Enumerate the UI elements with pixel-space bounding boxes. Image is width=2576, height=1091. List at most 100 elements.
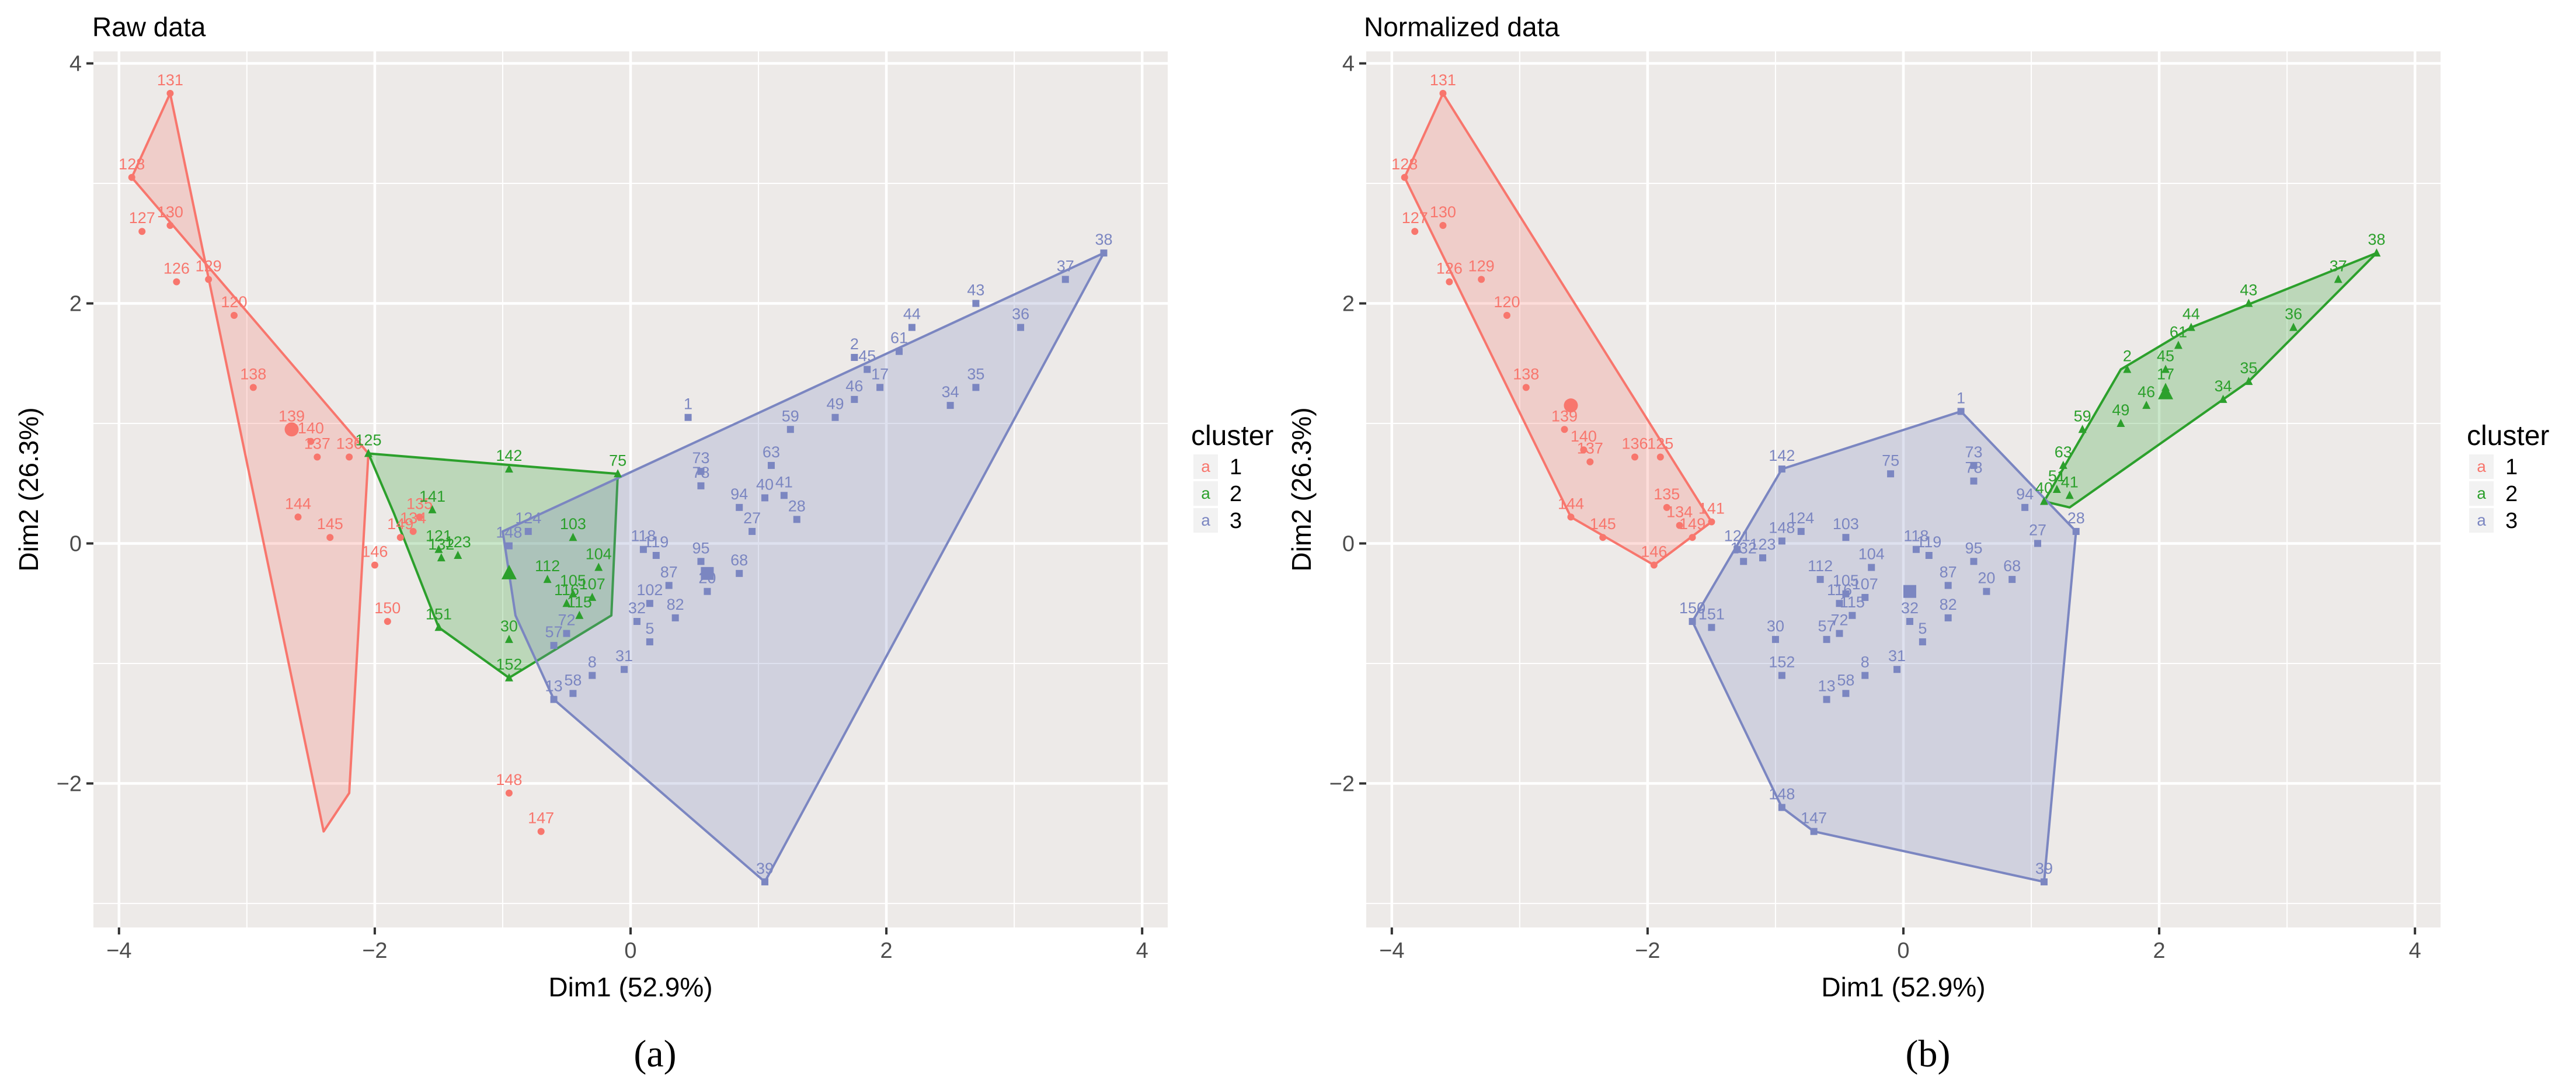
point-label: 116 xyxy=(554,581,579,599)
x-tick-label: 2 xyxy=(2153,939,2166,963)
point-label: 142 xyxy=(1769,447,1795,464)
point-label: 94 xyxy=(730,485,748,503)
point-label: 146 xyxy=(1641,543,1667,560)
data-point xyxy=(562,599,571,607)
point-label: 27 xyxy=(743,509,761,527)
data-point xyxy=(1823,696,1830,703)
data-point xyxy=(652,552,660,560)
point-label: 13 xyxy=(1818,677,1836,695)
point-label: 136 xyxy=(1621,435,1648,453)
chart-title: Raw data xyxy=(92,12,206,42)
data-point xyxy=(896,348,903,355)
data-point xyxy=(1663,503,1670,511)
point-label: 82 xyxy=(667,596,684,613)
data-point xyxy=(1983,588,1990,595)
point-label: 34 xyxy=(2215,377,2232,395)
x-axis-label: Dim1 (52.9%) xyxy=(548,972,712,1002)
data-point xyxy=(1970,461,1978,469)
data-point xyxy=(697,468,705,475)
point-label: 124 xyxy=(515,509,541,527)
point-label: 127 xyxy=(1402,209,1428,227)
data-point xyxy=(614,469,622,478)
data-point xyxy=(589,672,596,679)
data-point xyxy=(1836,630,1843,637)
data-point xyxy=(569,533,577,541)
point-label: 37 xyxy=(1057,257,1074,275)
data-point xyxy=(1561,426,1568,433)
data-point xyxy=(437,553,445,562)
data-point xyxy=(697,558,705,565)
point-label: 112 xyxy=(1808,557,1833,575)
point-label: 30 xyxy=(500,617,518,635)
point-label: 32 xyxy=(1901,599,1919,617)
legend-label: 2 xyxy=(2505,482,2518,506)
data-point xyxy=(1771,635,1779,643)
data-point xyxy=(1893,666,1901,673)
point-label: 36 xyxy=(1012,305,1029,323)
point-label: 35 xyxy=(2240,359,2257,377)
point-label: 130 xyxy=(1430,203,1456,221)
data-point xyxy=(524,527,532,535)
data-point xyxy=(1439,221,1447,229)
data-point xyxy=(1740,558,1747,565)
data-point xyxy=(1970,558,1978,565)
point-label: 31 xyxy=(615,647,633,665)
point-label: 141 xyxy=(1698,499,1725,517)
data-point xyxy=(1816,576,1824,583)
data-point xyxy=(504,464,513,473)
data-point xyxy=(128,173,135,181)
point-label: 58 xyxy=(564,671,582,689)
y-tick-label: 2 xyxy=(69,292,82,317)
cluster-center xyxy=(1564,398,1578,413)
x-axis-label: Dim1 (52.9%) xyxy=(1821,972,1985,1002)
legend-key-box xyxy=(2469,508,2494,533)
data-point xyxy=(230,312,238,319)
point-label: 28 xyxy=(2067,509,2085,527)
data-point xyxy=(2372,248,2381,257)
y-axis-label: Dim2 (26.3%) xyxy=(13,407,44,571)
data-point xyxy=(972,300,980,307)
data-point xyxy=(1919,638,1926,645)
data-point xyxy=(2161,364,2170,373)
gridlines xyxy=(1366,51,2441,927)
data-point xyxy=(1689,534,1696,541)
point-label: 78 xyxy=(692,464,709,481)
data-point xyxy=(972,384,980,391)
cluster-1-hull xyxy=(1403,92,1713,567)
data-point xyxy=(1759,554,1767,562)
data-point xyxy=(505,789,513,797)
data-point xyxy=(2219,394,2227,403)
legend-key-box xyxy=(2469,481,2494,506)
data-point xyxy=(416,513,423,521)
data-point xyxy=(1689,618,1696,626)
data-point xyxy=(1849,611,1856,619)
point-label: 136 xyxy=(336,435,363,453)
point-label: 128 xyxy=(119,155,145,173)
data-point xyxy=(2142,401,2151,409)
point-label: 150 xyxy=(1679,599,1705,617)
point-label: 95 xyxy=(692,539,709,557)
point-label: 125 xyxy=(355,431,381,449)
data-point xyxy=(384,618,391,626)
cluster-center xyxy=(501,564,517,579)
data-point xyxy=(851,395,858,403)
point-label: 116 xyxy=(1827,581,1852,599)
data-point xyxy=(294,513,302,521)
legend-label: 1 xyxy=(2505,455,2518,480)
point-label: 95 xyxy=(1965,539,1982,557)
data-point xyxy=(1411,228,1419,235)
point-label: 131 xyxy=(1430,71,1456,89)
data-point xyxy=(2244,298,2253,307)
point-label: 118 xyxy=(631,527,656,545)
point-label: 82 xyxy=(1940,596,1957,613)
data-point xyxy=(173,278,180,286)
data-point xyxy=(1599,534,1607,541)
y-tick-label: 0 xyxy=(1342,531,1355,556)
point-label: 30 xyxy=(1767,617,1784,635)
data-point xyxy=(249,384,257,391)
point-label: 75 xyxy=(1882,451,1899,469)
point-label: 139 xyxy=(279,407,305,425)
point-label: 32 xyxy=(628,599,646,617)
legend-key: a xyxy=(1201,457,1210,475)
point-label: 115 xyxy=(567,593,592,611)
